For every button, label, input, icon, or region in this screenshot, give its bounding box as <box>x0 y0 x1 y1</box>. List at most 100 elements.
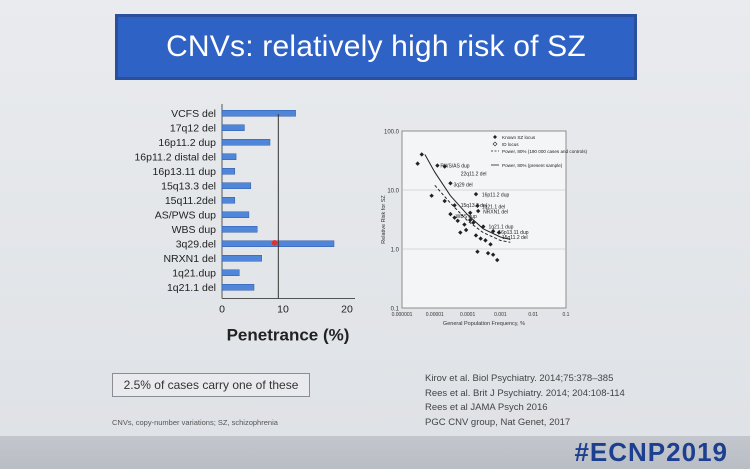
scatter-point <box>473 191 479 197</box>
legend-entry: Power, 80% (190 000 cases and controls) <box>502 149 588 154</box>
penetrance-bar-chart: VCFS del 17q12 del 16p11.2 dup 16p11.2 dist… <box>134 104 355 345</box>
scatter-point-label: 15q13.3 del <box>461 203 487 209</box>
bar <box>221 284 255 291</box>
bar <box>221 110 296 117</box>
scatter-point <box>475 203 480 208</box>
scatter-point <box>490 229 496 234</box>
scatter-point <box>442 198 447 204</box>
scatter-point-label: 3q29 del <box>453 182 472 188</box>
scatter-point <box>429 193 434 198</box>
bar-tick-label: 20 <box>341 304 353 316</box>
scatter-y-tick-label: 0.1 <box>391 307 400 313</box>
bar-category-label: 16p13.11 dup <box>153 166 217 178</box>
scatter-point-label: PWS/AS dup <box>440 164 469 170</box>
scatter-point-label: 1q21.1 dup <box>488 225 513 231</box>
bar-category-label: 1q21.1 del <box>167 282 216 294</box>
scatter-point <box>481 224 486 229</box>
scatter-point <box>475 208 481 214</box>
scatter-point-label: 16p13.11 dup <box>498 230 528 236</box>
legend-symbol <box>493 135 497 139</box>
scatter-point-label: 15q11.2 del <box>502 235 528 241</box>
scatter-point <box>471 220 476 225</box>
legend-entry: Power, 80% (present sample) <box>502 163 563 168</box>
bottom-band <box>0 436 750 469</box>
scatter-point-label: 22q11.2 del <box>461 172 487 178</box>
reference-line: Rees et al. Brit J Psychiatry. 2014; 204… <box>425 387 625 399</box>
highlight-marker <box>271 239 278 246</box>
scatter-point <box>415 161 420 166</box>
scatter-point <box>485 250 491 256</box>
slide-background: CNVs: relatively high risk of SZ VCFS de… <box>0 0 750 436</box>
scatter-point-label: 1q21.1 del <box>482 204 505 210</box>
bar <box>221 226 258 233</box>
bar-category-label: 15q11.2del <box>165 195 216 207</box>
scatter-point <box>462 222 467 227</box>
carrier-note-box: 2.5% of cases carry one of these <box>112 373 310 397</box>
bar <box>221 211 250 218</box>
scatter-point <box>448 211 453 217</box>
slide-title: CNVs: relatively high risk of SZ <box>166 30 586 63</box>
bar-category-label: 17q12 del <box>170 122 216 134</box>
scatter-x-tick-label: 0.01 <box>528 312 538 318</box>
bar <box>221 139 271 146</box>
scatter-y-tick-label: 100.0 <box>384 130 400 136</box>
references: Kirov et al. Biol Psychiatry. 2014;75:37… <box>425 372 625 430</box>
scatter-x-tick-label: 0.001 <box>494 312 507 318</box>
bar-category-label: WBS dup <box>172 224 217 236</box>
scatter-x-tick-label: 0.00001 <box>426 312 444 318</box>
bar <box>221 197 236 204</box>
scatter-point <box>452 215 457 220</box>
scatter-x-axis-label: General Population Frequency, % <box>443 321 525 327</box>
reference-line: Kirov et al. Biol Psychiatry. 2014;75:37… <box>425 373 614 384</box>
bar-category-label: 1q21.dup <box>172 267 216 279</box>
reference-line: Rees et al JAMA Psych 2016 <box>425 402 548 413</box>
bar-category-label: 15q13.3 del <box>161 180 216 192</box>
scatter-x-tick-label: 0.000001 <box>392 312 413 318</box>
scatter-plot-area <box>401 130 567 309</box>
bar-tick-label: 10 <box>277 304 289 316</box>
scatter-point <box>448 181 453 186</box>
bar-category-label: NRXN1 del <box>163 253 216 265</box>
scatter-y-axis-label: Relative Risk for SZ <box>381 195 387 244</box>
scatter-point <box>488 242 493 247</box>
scatter-point <box>467 210 473 216</box>
scatter-point-label: WBS dup <box>456 214 477 220</box>
scatter-point <box>463 227 469 233</box>
scatter-point <box>495 257 500 263</box>
scatter-x-tick-label: 0.0001 <box>460 312 476 318</box>
scatter-point <box>478 236 483 241</box>
scatter-y-tick-label: 10.0 <box>387 189 399 195</box>
bar <box>221 153 237 160</box>
power-curve-present-sample <box>424 154 511 240</box>
bar <box>221 269 240 276</box>
legend-entry: Known SZ locus <box>502 135 536 140</box>
conference-hashtag: #ECNP2019 <box>574 437 728 467</box>
bar-category-label: 16p11.2 distal del <box>134 151 216 163</box>
bar <box>221 255 262 262</box>
bar-x-axis-label: Penetrance (%) <box>227 326 350 345</box>
scatter-x-tick-label: 0.1 <box>563 312 570 318</box>
scatter-point-label: NRXN1 del <box>483 210 508 216</box>
scatter-point <box>473 233 479 238</box>
bar-category-label: 3q29.del <box>176 238 216 250</box>
legend-symbol <box>492 141 498 147</box>
scatter-point <box>419 152 424 157</box>
scatter-y-tick-label: 1.0 <box>391 248 400 254</box>
scatter-point <box>483 238 488 243</box>
scatter-point <box>490 252 496 257</box>
footnote: CNVs, copy-number variations; SZ, schizo… <box>112 418 278 427</box>
bar <box>221 182 252 189</box>
legend-entry: ID locus <box>502 142 519 147</box>
bar-category-label: VCFS del <box>171 108 216 120</box>
relative-risk-scatter-plot: 0.1 1.0 10.0 100.0 0.000001 0.00001 0.0001 0.00… <box>381 130 588 328</box>
bar-tick-label: 0 <box>219 304 225 316</box>
title-banner: CNVs: relatively high risk of SZ <box>115 14 637 80</box>
scatter-point <box>435 163 440 168</box>
bar <box>221 124 245 131</box>
bar-category-label: AS/PWS dup <box>155 209 216 221</box>
scatter-point-label: 16p11.2 dup <box>482 192 510 198</box>
scatter-point <box>496 230 502 235</box>
scatter-point <box>475 249 480 254</box>
scatter-point <box>458 230 463 235</box>
scatter-point <box>467 217 473 223</box>
